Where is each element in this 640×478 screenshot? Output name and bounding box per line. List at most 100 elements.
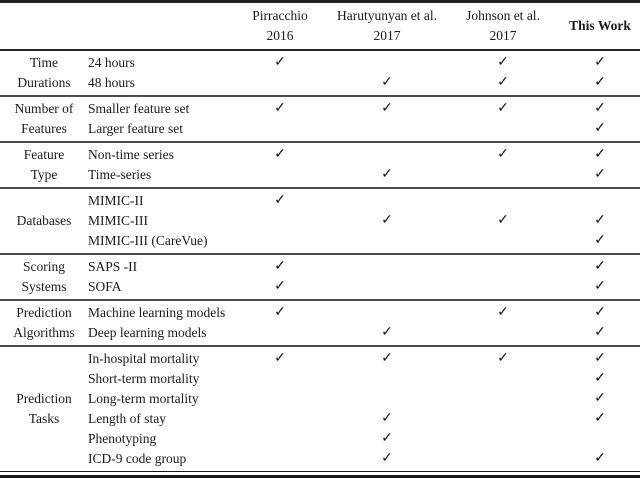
column-header-harutyunyan: Harutyunyan et al. 2017	[328, 3, 446, 49]
table-row: Deep learning models ✓ ✓	[88, 323, 640, 343]
group-label-line: Durations	[17, 75, 71, 90]
group-label-line: Tasks	[28, 411, 60, 426]
bottom-rule-thick-line	[0, 474, 640, 478]
checkmark-icon: ✓	[381, 167, 393, 182]
checkmark-icon: ✓	[594, 75, 606, 90]
group-rows: In-hospital mortality ✓ ✓ ✓ ✓ Short-term mort…	[88, 349, 640, 469]
checkmark-icon: ✓	[381, 325, 393, 340]
table-group: Number of Features Smaller feature set ✓ ✓ ✓ ✓…	[0, 95, 640, 141]
table-row: Smaller feature set ✓ ✓ ✓ ✓	[88, 99, 640, 119]
row-label: SOFA	[88, 279, 122, 294]
group-label-line: Time	[29, 55, 58, 70]
checkmark-icon: ✓	[497, 55, 509, 70]
row-label: MIMIC-III	[88, 213, 148, 228]
checkmark-icon: ✓	[381, 451, 393, 466]
group-label-line: Number of	[14, 101, 74, 116]
table-group: Prediction Algorithms Machine learning mod…	[0, 299, 640, 345]
table-row: Phenotyping ✓	[88, 429, 640, 449]
checkmark-icon: ✓	[274, 101, 286, 116]
row-label: 24 hours	[88, 55, 135, 70]
checkmark-icon: ✓	[381, 213, 393, 228]
group-rows: 24 hours ✓ ✓ ✓ 48 hours ✓ ✓ ✓	[88, 53, 640, 93]
table-row: Machine learning models ✓ ✓ ✓	[88, 303, 640, 323]
group-label-line: Scoring	[23, 259, 65, 274]
checkmark-icon: ✓	[594, 147, 606, 162]
table-row: MIMIC-III (CareVue) ✓	[88, 231, 640, 251]
checkmark-icon: ✓	[381, 351, 393, 366]
table-row: MIMIC-III ✓ ✓ ✓	[88, 211, 640, 231]
checkmark-icon: ✓	[594, 101, 606, 116]
row-label: SAPS -II	[88, 259, 138, 274]
column-header-name: Pirracchio	[252, 8, 308, 23]
group-rows: Non-time series ✓ ✓ ✓ Time-series ✓ ✓	[88, 145, 640, 185]
row-label: ICD-9 code group	[88, 451, 187, 466]
row-label: Smaller feature set	[88, 101, 190, 116]
table-row: MIMIC-II ✓	[88, 191, 640, 211]
header-spacer-criteria-column	[88, 3, 232, 49]
table-row: SOFA ✓ ✓	[88, 277, 640, 297]
group-label: Time Durations	[0, 51, 88, 95]
group-label: Number of Features	[0, 97, 88, 141]
row-label: Phenotyping	[88, 431, 157, 446]
group-label-line: Algorithms	[13, 325, 75, 340]
checkmark-icon: ✓	[497, 351, 509, 366]
checkmark-icon: ✓	[594, 121, 606, 136]
group-label: Feature Type	[0, 143, 88, 187]
checkmark-icon: ✓	[594, 167, 606, 182]
row-label: Length of stay	[88, 411, 166, 426]
group-label-line: Feature	[23, 147, 65, 162]
group-label-line: Databases	[16, 213, 72, 228]
checkmark-icon: ✓	[594, 259, 606, 274]
checkmark-icon: ✓	[594, 391, 606, 406]
column-header-johnson: Johnson et al. 2017	[446, 3, 560, 49]
table-row: In-hospital mortality ✓ ✓ ✓ ✓	[88, 349, 640, 369]
checkmark-icon: ✓	[497, 213, 509, 228]
group-rows: Smaller feature set ✓ ✓ ✓ ✓ Larger feature se…	[88, 99, 640, 139]
table-header-row: Pirracchio 2016 Harutyunyan et al. 2017 …	[0, 3, 640, 51]
group-rows: MIMIC-II ✓ MIMIC-III ✓ ✓ ✓ MIMIC-III (CareVue)…	[88, 191, 640, 251]
table-row: SAPS -II ✓ ✓	[88, 257, 640, 277]
group-label: Databases	[0, 189, 88, 253]
row-label: In-hospital mortality	[88, 351, 200, 366]
column-header-year: 2016	[266, 28, 294, 43]
table-row: Non-time series ✓ ✓ ✓	[88, 145, 640, 165]
row-label: Machine learning models	[88, 305, 226, 320]
table-row: Length of stay ✓ ✓	[88, 409, 640, 429]
column-header-year: 2017	[373, 28, 401, 43]
group-label: Prediction Algorithms	[0, 301, 88, 345]
row-label: MIMIC-II	[88, 193, 144, 208]
checkmark-icon: ✓	[594, 411, 606, 426]
checkmark-icon: ✓	[594, 451, 606, 466]
row-label: Time-series	[88, 167, 152, 182]
checkmark-icon: ✓	[381, 75, 393, 90]
row-label: Long-term mortality	[88, 391, 199, 406]
group-label: Prediction Tasks	[0, 347, 88, 471]
group-rows: Machine learning models ✓ ✓ ✓ Deep learning …	[88, 303, 640, 343]
checkmark-icon: ✓	[274, 193, 286, 208]
group-label-line: Prediction	[16, 391, 72, 406]
table-group: Scoring Systems SAPS -II ✓ ✓ SOFA ✓ ✓	[0, 253, 640, 299]
bottom-rule-thin-line	[0, 471, 640, 472]
header-spacer-group-column	[0, 3, 88, 49]
checkmark-icon: ✓	[594, 325, 606, 340]
row-label: 48 hours	[88, 75, 135, 90]
checkmark-icon: ✓	[274, 147, 286, 162]
table-row: Short-term mortality ✓	[88, 369, 640, 389]
checkmark-icon: ✓	[594, 213, 606, 228]
column-header-name: This Work	[569, 18, 631, 33]
group-label: Scoring Systems	[0, 255, 88, 299]
row-label: Larger feature set	[88, 121, 183, 136]
checkmark-icon: ✓	[497, 75, 509, 90]
checkmark-icon: ✓	[594, 305, 606, 320]
checkmark-icon: ✓	[497, 101, 509, 116]
checkmark-icon: ✓	[381, 431, 393, 446]
column-header-name: Harutyunyan et al.	[336, 8, 438, 23]
table-bottom-rule	[0, 471, 640, 478]
checkmark-icon: ✓	[497, 305, 509, 320]
column-header-year: 2017	[489, 28, 517, 43]
checkmark-icon: ✓	[274, 305, 286, 320]
checkmark-icon: ✓	[274, 259, 286, 274]
column-header-this-work: This Work	[560, 3, 640, 49]
checkmark-icon: ✓	[594, 55, 606, 70]
